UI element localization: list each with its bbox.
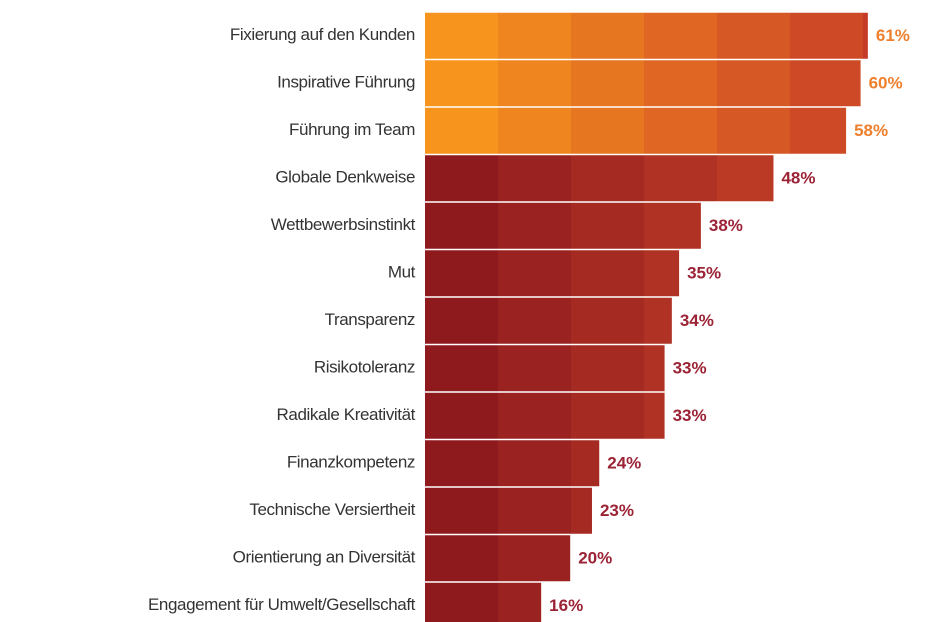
category-label: Orientierung an Diversität [233,548,416,567]
value-label: 16% [549,596,583,615]
category-label: Globale Denkweise [275,168,415,187]
bar [425,392,665,439]
category-label: Technische Versiertheit [249,500,415,519]
value-label: 33% [673,406,707,425]
value-label: 20% [578,549,612,568]
category-label: Mut [388,263,416,282]
bar [425,107,847,154]
category-label: Finanzkompetenz [287,453,415,472]
value-label: 35% [687,264,721,283]
value-label: 58% [854,121,888,140]
bar [425,202,701,249]
bar [425,155,774,202]
value-label: 34% [680,311,714,330]
value-label: 60% [869,74,903,93]
value-label: 48% [781,169,815,188]
value-label: 24% [607,454,641,473]
value-label: 23% [600,501,634,520]
bar [425,582,542,622]
category-label: Engagement für Umwelt/Gesellschaft [148,595,416,614]
category-label: Führung im Team [289,120,415,139]
bar [425,250,680,297]
value-label: 38% [709,216,743,235]
value-label: 61% [876,26,910,45]
bar [425,487,592,534]
bar [425,12,868,59]
category-label: Radikale Kreativität [277,405,416,424]
category-label: Wettbewerbsinstinkt [271,215,416,234]
category-label: Risikotoleranz [314,358,415,377]
category-label: Fixierung auf den Kunden [230,25,415,44]
bar [425,60,861,107]
category-label: Transparenz [325,310,415,329]
bar [425,297,672,344]
category-label: Inspirative Führung [277,73,415,92]
value-label: 33% [673,359,707,378]
bar [425,345,665,392]
bar [425,535,571,582]
bar [425,440,600,487]
